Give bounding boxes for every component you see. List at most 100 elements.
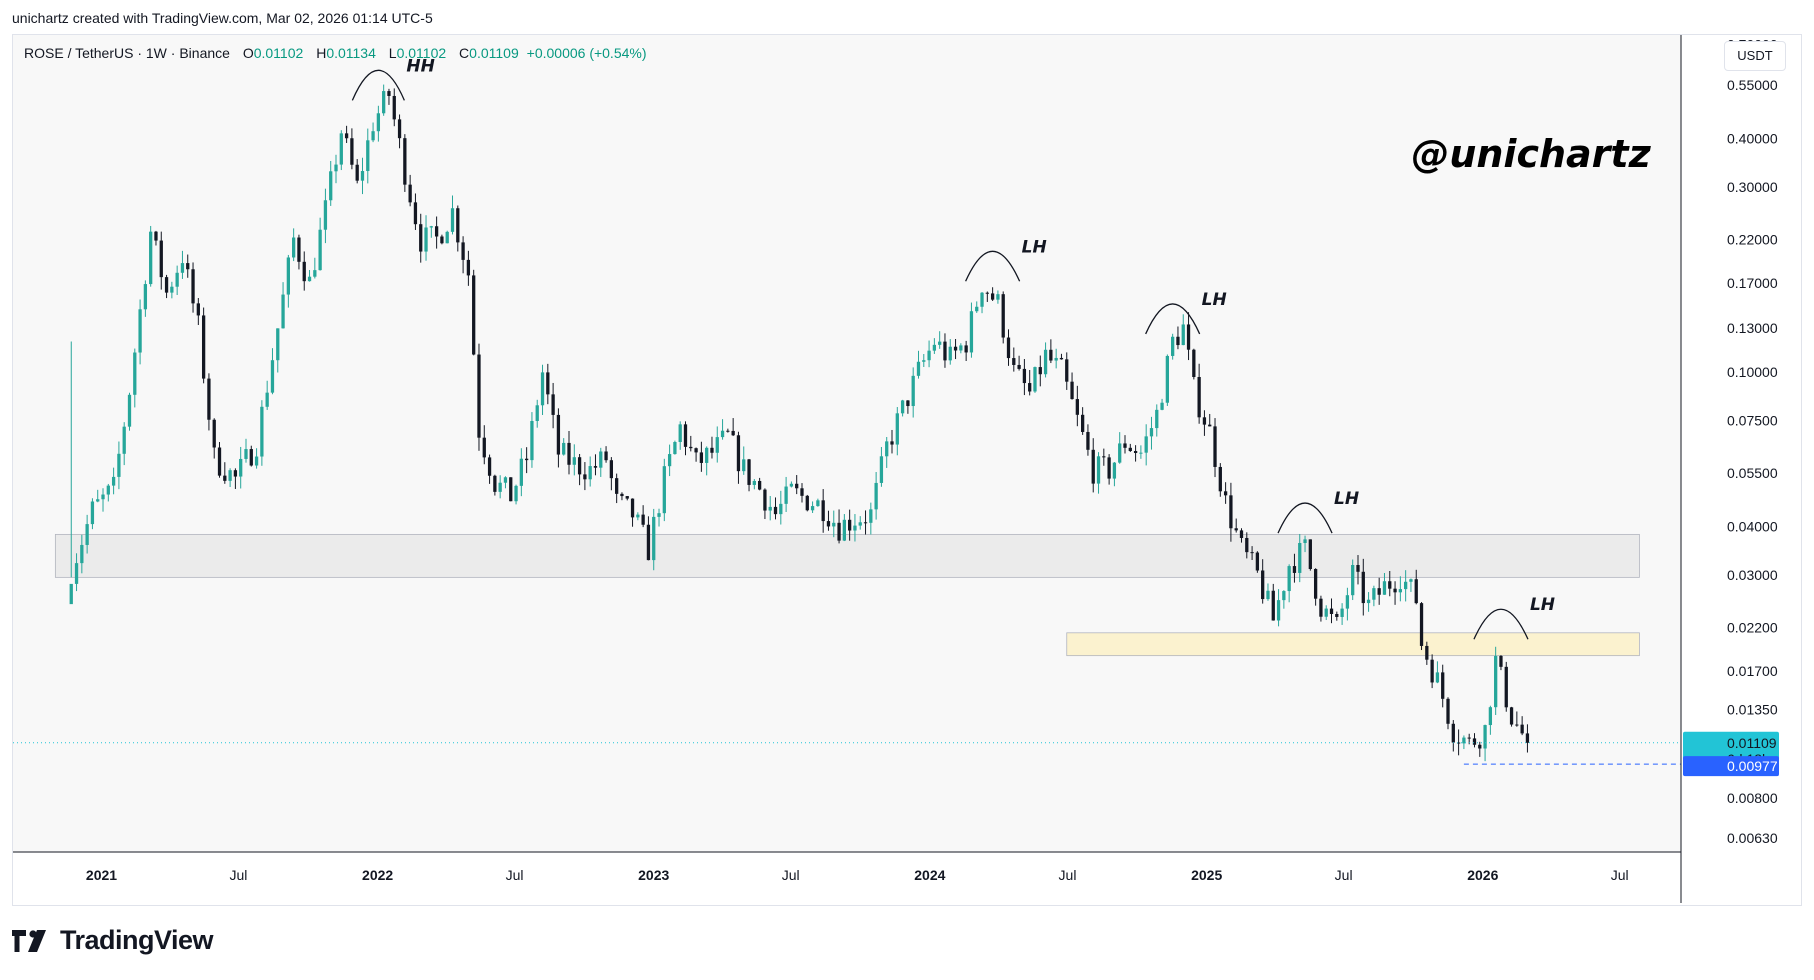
candle-body[interactable] [1298,542,1302,573]
candle-body[interactable] [710,447,714,453]
candle-body[interactable] [1382,581,1387,595]
candle-body[interactable] [1340,608,1344,617]
candle-body[interactable] [244,449,248,459]
candle-body[interactable] [1319,598,1323,617]
candle-body[interactable] [1112,462,1117,479]
candle-body[interactable] [1430,659,1434,683]
candle-body[interactable] [985,292,989,294]
candle-body[interactable] [408,184,412,203]
candle-body[interactable] [1351,564,1355,596]
candle-body[interactable] [630,498,635,518]
symbol-title[interactable]: ROSE / TetherUS · 1W · Binance [24,45,230,61]
candle-body[interactable] [1091,449,1095,484]
candle-body[interactable] [482,437,486,458]
candle-body[interactable] [1171,336,1175,356]
candle-body[interactable] [1504,666,1508,708]
candle-body[interactable] [1149,428,1154,437]
candle-body[interactable] [747,459,751,485]
candle-body[interactable] [784,486,788,504]
candle-body[interactable] [1139,452,1143,454]
candle-body[interactable] [329,171,333,201]
candle-body[interactable] [938,341,942,345]
candle-body[interactable] [1202,417,1207,425]
candle-body[interactable] [307,276,312,282]
candle-body[interactable] [1186,324,1191,350]
candle-body[interactable] [1478,744,1482,749]
candle-body[interactable] [990,293,995,300]
candle-body[interactable] [90,501,95,525]
candle-body[interactable] [376,113,381,132]
candle-body[interactable] [773,506,778,515]
candle-body[interactable] [1425,645,1429,660]
candle-body[interactable] [1356,564,1360,572]
candle-body[interactable] [239,458,243,477]
candle-body[interactable] [1128,447,1132,451]
candle-body[interactable] [757,480,762,490]
candle-body[interactable] [1509,707,1514,725]
candle-body[interactable] [450,208,455,232]
candle-body[interactable] [1324,608,1328,617]
candle-body[interactable] [270,360,275,393]
candle-body[interactable] [1345,595,1350,609]
candle-body[interactable] [980,292,984,307]
candle-body[interactable] [1144,436,1148,453]
candle-body[interactable] [1435,672,1440,683]
candle-body[interactable] [1245,537,1249,553]
candle-body[interactable] [1012,358,1016,365]
candle-body[interactable] [503,477,508,483]
candle-body[interactable] [837,522,841,541]
candle-body[interactable] [122,426,126,454]
candle-body[interactable] [1070,381,1074,400]
candle-body[interactable] [191,269,195,304]
candle-body[interactable] [1276,600,1281,621]
pattern-arc-0[interactable] [351,69,405,101]
candle-body[interactable] [1361,571,1365,604]
candle-body[interactable] [493,475,497,492]
candle-body[interactable] [228,470,232,481]
candle-body[interactable] [1282,591,1286,601]
candle-body[interactable] [419,224,423,252]
candle-body[interactable] [1096,456,1101,484]
pattern-arc-2[interactable] [1145,303,1201,335]
candle-body[interactable] [662,466,666,514]
candle-body[interactable] [1043,349,1048,375]
candle-body[interactable] [1118,443,1122,463]
candle-body[interactable] [932,344,937,351]
candle-body[interactable] [1255,552,1260,571]
candle-body[interactable] [678,424,682,443]
candle-body[interactable] [292,237,296,258]
candle-body[interactable] [879,456,884,483]
candle-body[interactable] [445,231,449,244]
candle-body[interactable] [1366,599,1371,604]
candle-body[interactable] [1329,608,1334,614]
candle-body[interactable] [1022,368,1027,384]
candle-body[interactable] [1213,426,1217,467]
candle-body[interactable] [683,424,688,447]
candle-body[interactable] [821,500,825,522]
candle-body[interactable] [1017,364,1021,369]
candle-body[interactable] [863,522,868,524]
candle-body[interactable] [964,345,968,353]
candle-body[interactable] [742,459,746,472]
candle-body[interactable] [207,378,211,420]
candle-body[interactable] [286,257,290,295]
candle-body[interactable] [736,435,741,472]
candle-body[interactable] [498,482,502,492]
candle-body[interactable] [1261,570,1265,600]
candle-body[interactable] [201,315,206,379]
candle-body[interactable] [1472,738,1477,745]
candle-body[interactable] [705,447,709,463]
candle-body[interactable] [848,519,852,531]
candle-body[interactable] [1525,733,1530,743]
candle-body[interactable] [715,437,719,453]
candle-body[interactable] [1054,357,1058,361]
candle-body[interactable] [551,394,555,415]
candle-body[interactable] [434,226,439,237]
candle-body[interactable] [800,488,804,496]
candle-body[interactable] [1393,588,1397,593]
candle-body[interactable] [487,457,492,476]
candle-body[interactable] [1419,603,1424,646]
price-axis[interactable]: 0.700000.550000.400000.300000.220000.170… [1683,36,1779,846]
candle-body[interactable] [397,119,402,139]
candle-body[interactable] [540,372,545,406]
